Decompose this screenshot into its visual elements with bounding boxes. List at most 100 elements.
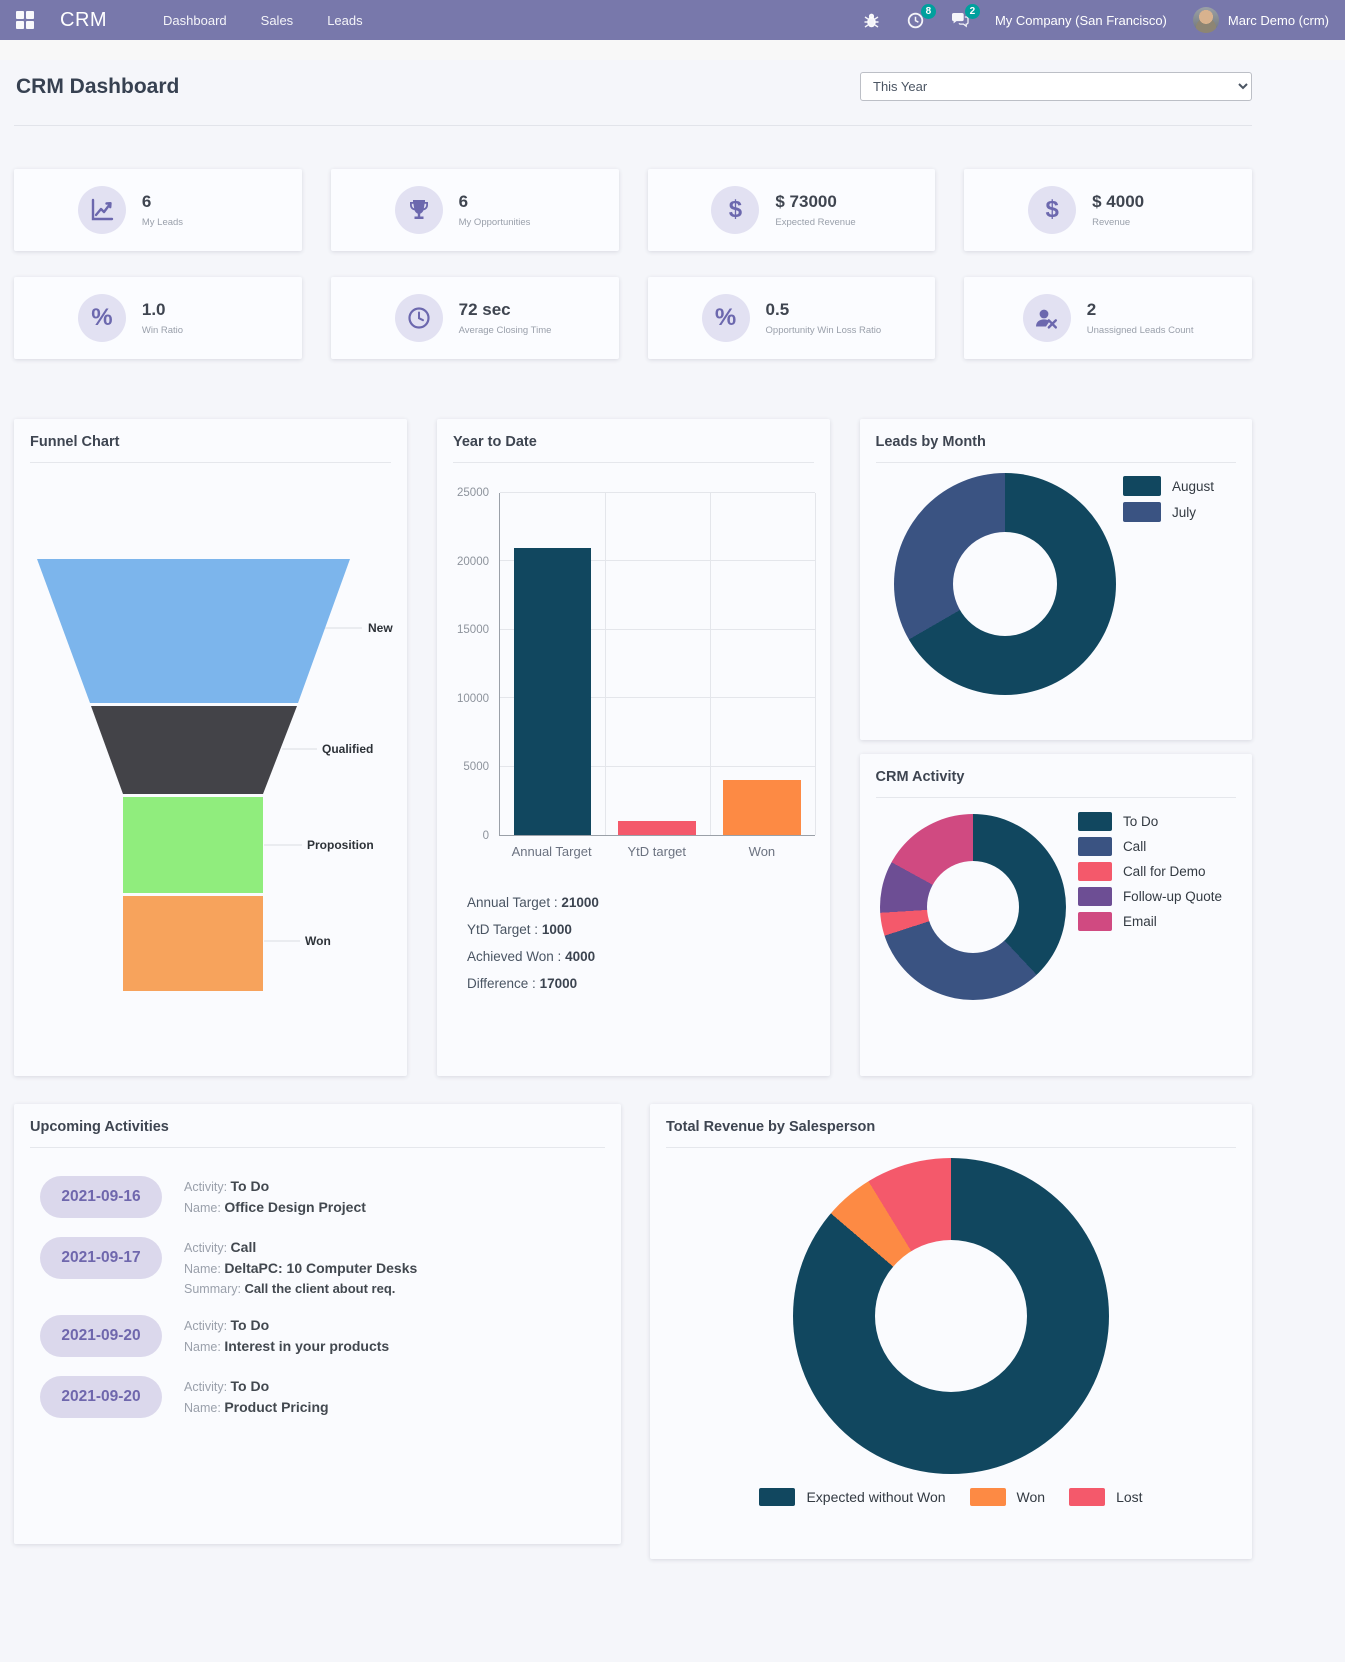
leads-by-month-panel: Leads by Month August July — [859, 419, 1252, 740]
field-value: Product Pricing — [224, 1399, 329, 1415]
ytd-plot-area — [499, 492, 816, 836]
funnel-label-qualified: Qualified — [322, 742, 373, 756]
period-select[interactable]: This Year — [860, 72, 1252, 101]
dollar-icon: $ — [711, 186, 760, 234]
crm-activity-donut[interactable] — [879, 814, 1066, 1000]
legend-item-won[interactable]: Won — [969, 1488, 1045, 1506]
ytd-x-axis-labels: Annual Target YtD target Won — [499, 844, 815, 859]
menu-item-sales[interactable]: Sales — [260, 12, 294, 28]
x-label-won: Won — [748, 844, 776, 859]
leads-by-month-donut[interactable] — [893, 473, 1116, 695]
panel-divider — [30, 1147, 605, 1148]
percent-icon: % — [701, 294, 750, 342]
activity-summary-row: Summary: Call the client about req. — [184, 1281, 417, 1296]
kpi-label: My Opportunities — [458, 217, 531, 228]
legend-label: Email — [1122, 914, 1157, 929]
kpi-value: 6 — [458, 192, 469, 211]
activity-type-row: Activity: To Do — [184, 1378, 329, 1394]
activity-type-row: Activity: To Do — [184, 1317, 389, 1333]
field-value: Office Design Project — [224, 1199, 366, 1215]
field-value: Call the client about req. — [244, 1281, 396, 1296]
activity-name-row: Name: Office Design Project — [184, 1199, 366, 1215]
kpi-value: 0.5 — [765, 300, 790, 319]
activity-item-1[interactable]: 2021-09-16 Activity: To Do Name: Office … — [40, 1176, 595, 1218]
legend-label: Follow-up Quote — [1122, 889, 1222, 904]
crm-activity-legend: To Do Call Call for Demo Follow-up Quote — [1077, 812, 1222, 931]
panel-divider — [875, 462, 1236, 463]
activity-type-row: Activity: To Do — [184, 1178, 366, 1194]
funnel-label-won: Won — [305, 934, 331, 948]
bar-ytd-target[interactable] — [618, 821, 697, 835]
activity-date-badge: 2021-09-17 — [40, 1237, 162, 1279]
kpi-card-my-leads: 6 My Leads — [14, 169, 302, 251]
legend-item-call-for-demo[interactable]: Call for Demo — [1077, 862, 1222, 881]
field-value: Call — [230, 1239, 257, 1255]
legend-item-follow-up-quote[interactable]: Follow-up Quote — [1077, 887, 1222, 906]
kpi-label: My Leads — [141, 217, 184, 228]
activities-clock-icon[interactable]: 8 — [907, 4, 936, 29]
field-label: Name: — [184, 1201, 221, 1215]
kpi-grid: 6 My Leads 6 My Opportunities $ $ 73000 … — [14, 169, 1252, 359]
apps-grid-icon[interactable] — [16, 11, 34, 29]
field-value: Interest in your products — [224, 1338, 390, 1354]
total-revenue-panel: Total Revenue by Salesperson Expected wi… — [650, 1104, 1252, 1559]
dollar-icon: $ — [1028, 186, 1077, 234]
ytd-bar-chart[interactable]: 0 5000 10000 15000 20000 25000 — [457, 487, 816, 842]
page-title: CRM Dashboard — [16, 74, 180, 98]
funnel-stage-qualified — [91, 706, 297, 794]
summary-label: Achieved Won : — [467, 949, 562, 964]
bar-won[interactable] — [723, 780, 801, 835]
activity-item-3[interactable]: 2021-09-20 Activity: To Do Name: Interes… — [40, 1315, 595, 1357]
legend-item-lost[interactable]: Lost — [1069, 1488, 1143, 1506]
panel-divider — [666, 1147, 1236, 1148]
panel-title-year-to-date: Year to Date — [453, 434, 537, 450]
legend-label: Call for Demo — [1122, 864, 1206, 879]
activity-item-4[interactable]: 2021-09-20 Activity: To Do Name: Product… — [40, 1376, 595, 1418]
kpi-label: Expected Revenue — [775, 217, 856, 228]
legend-swatch — [1077, 812, 1112, 831]
activity-date-badge: 2021-09-20 — [40, 1376, 162, 1418]
legend-swatch — [759, 1488, 796, 1506]
legend-swatch — [1077, 912, 1112, 931]
kpi-card-revenue: $ $ 4000 Revenue — [964, 169, 1252, 251]
total-revenue-donut[interactable] — [793, 1158, 1109, 1474]
app-brand[interactable]: CRM — [60, 8, 108, 31]
legend-item-july[interactable]: July — [1122, 502, 1214, 522]
activity-item-2[interactable]: 2021-09-17 Activity: Call Name: DeltaPC:… — [40, 1237, 595, 1296]
panel-title-leads-by-month: Leads by Month — [875, 434, 986, 450]
field-value: To Do — [230, 1317, 270, 1333]
messages-icon[interactable]: 2 — [951, 4, 980, 29]
company-switcher[interactable]: My Company (San Francisco) — [994, 12, 1167, 28]
legend-item-expected-without-won[interactable]: Expected without Won — [759, 1488, 946, 1506]
legend-item-august[interactable]: August — [1122, 476, 1214, 496]
legend-label: Expected without Won — [806, 1489, 946, 1505]
x-label-annual-target: Annual Target — [511, 844, 592, 859]
kpi-value: 72 sec — [458, 300, 511, 319]
menu-item-dashboard[interactable]: Dashboard — [163, 12, 227, 28]
activity-date-badge: 2021-09-16 — [40, 1176, 162, 1218]
legend-swatch — [1077, 837, 1112, 856]
summary-label: Difference : — [467, 976, 536, 991]
panel-title-funnel-chart: Funnel Chart — [30, 434, 120, 450]
legend-item-call[interactable]: Call — [1077, 837, 1222, 856]
legend-item-to-do[interactable]: To Do — [1077, 812, 1222, 831]
funnel-chart[interactable]: New Qualified Proposition Won — [14, 471, 407, 1046]
legend-item-email[interactable]: Email — [1077, 912, 1222, 931]
summary-difference: Difference : 17000 — [467, 976, 830, 991]
top-navbar: CRM Dashboard Sales Leads 8 2 — [0, 0, 1345, 40]
field-label: Name: — [184, 1262, 221, 1276]
user-menu[interactable]: Marc Demo (crm) — [1192, 7, 1329, 33]
summary-value: 4000 — [565, 949, 596, 964]
kpi-card-unassigned-leads: 2 Unassigned Leads Count — [964, 277, 1252, 359]
funnel-label-proposition: Proposition — [307, 838, 374, 852]
kpi-label: Unassigned Leads Count — [1086, 325, 1194, 336]
bug-icon[interactable] — [863, 11, 881, 29]
menu-item-leads[interactable]: Leads — [327, 12, 363, 28]
bar-annual-target[interactable] — [513, 547, 592, 835]
panel-divider — [875, 797, 1236, 798]
clock-icon — [394, 294, 443, 342]
ytd-summary: Annual Target : 21000 YtD Target : 1000 … — [467, 895, 830, 991]
legend-label: July — [1171, 504, 1196, 520]
header-divider — [14, 125, 1252, 126]
legend-swatch — [1122, 502, 1161, 522]
